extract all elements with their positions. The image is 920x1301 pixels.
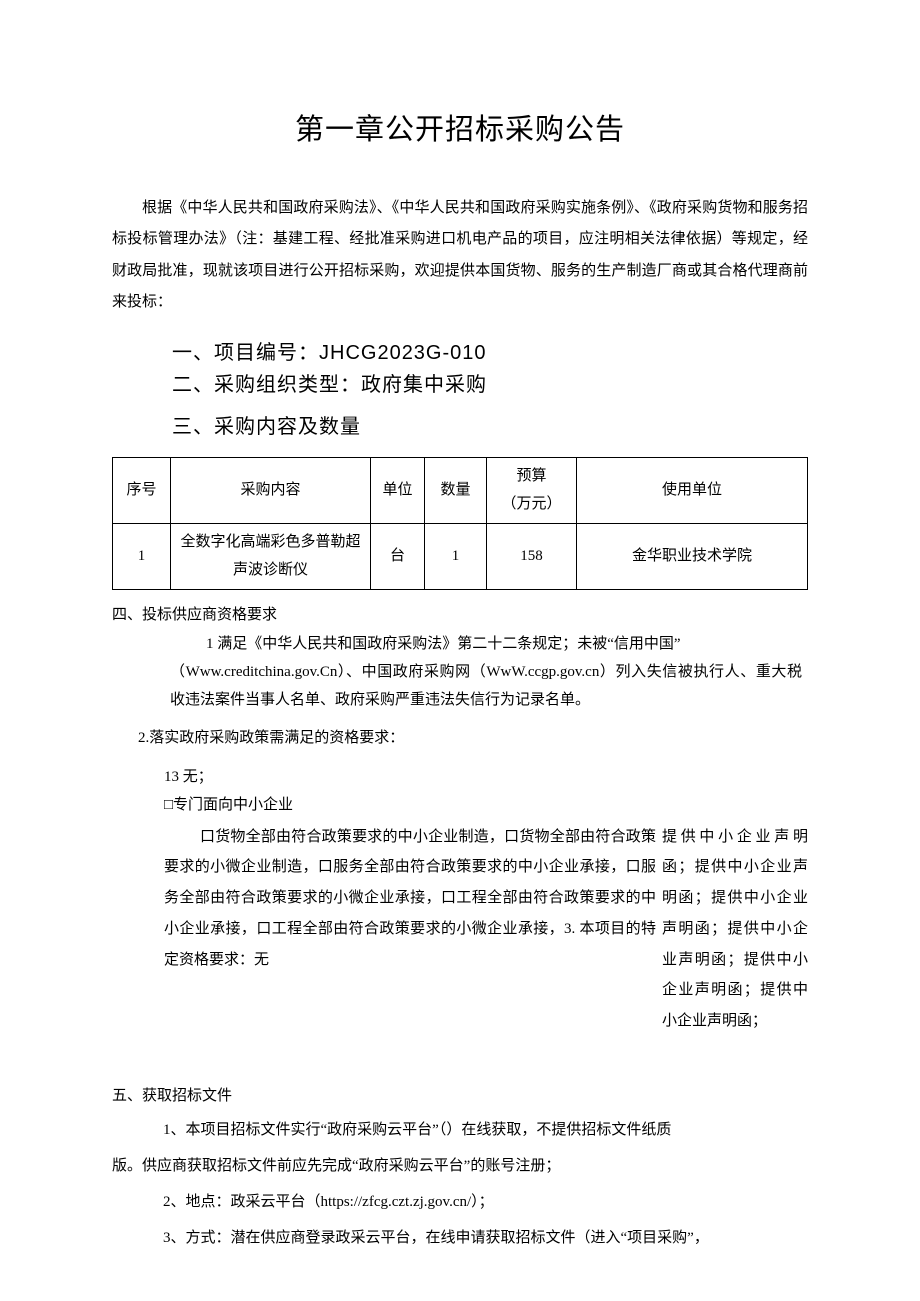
policy-right-column: 提供中小企业声明函；提供中小企业声明函；提供中小企业声明函；提供中小企业声明函；… [662, 822, 808, 1037]
section-4-heading: 四、投标供应商资格要求 [112, 600, 808, 632]
th-content: 采购内容 [171, 457, 371, 523]
requirement-1b: （Www.creditchina.gov.Cn）、中国政府采购网（WwW.ccg… [170, 659, 802, 715]
th-user-unit: 使用单位 [577, 457, 808, 523]
td-unit: 台 [371, 523, 425, 589]
sec5-item-2: 2、地点：政采云平台（https://zfcg.czt.zj.gov.cn/）； [112, 1184, 808, 1220]
th-seq: 序号 [113, 457, 171, 523]
section-1-heading: 一、项目编号：JHCG2023G-010 [172, 337, 808, 369]
intro-paragraph: 根据《中华人民共和国政府采购法》、《中华人民共和国政府采购实施条例》、《政府采购… [112, 193, 808, 319]
requirement-1a: 1 满足《中华人民共和国政府采购法》第二十二条规定；未被“信用中国” [170, 631, 802, 659]
th-budget: 预算 （万元） [487, 457, 577, 523]
td-budget: 158 [487, 523, 577, 589]
page-title: 第一章公开招标采购公告 [112, 100, 808, 161]
checkbox-sme: □专门面向中小企业 [164, 792, 808, 820]
checkbox-none: 13 无； [164, 764, 808, 792]
section-2-heading: 二、采购组织类型：政府集中采购 [172, 369, 808, 401]
sec5-item-1a: 1、本项目招标文件实行“政府采购云平台”（）在线获取，不提供招标文件纸质 [112, 1112, 808, 1148]
td-qty: 1 [425, 523, 487, 589]
table-header-row: 序号 采购内容 单位 数量 预算 （万元） 使用单位 [113, 457, 808, 523]
th-unit: 单位 [371, 457, 425, 523]
sec5-item-3: 3、方式：潜在供应商登录政采云平台，在线申请获取招标文件（进入“项目采购”， [112, 1220, 808, 1256]
section-3-heading: 三、采购内容及数量 [172, 411, 808, 443]
procurement-table: 序号 采购内容 单位 数量 预算 （万元） 使用单位 1 全数字化高端彩色多普勒… [112, 457, 808, 590]
td-seq: 1 [113, 523, 171, 589]
table-row: 1 全数字化高端彩色多普勒超声波诊断仪 台 1 158 金华职业技术学院 [113, 523, 808, 589]
section-5-heading: 五、获取招标文件 [112, 1081, 808, 1113]
th-qty: 数量 [425, 457, 487, 523]
policy-left-column: 口货物全部由符合政策要求的中小企业制造，口货物全部由符合政策要求的小微企业制造，… [164, 822, 656, 1037]
requirement-2: 2.落实政府采购政策需满足的资格要求： [138, 723, 808, 755]
td-user-unit: 金华职业技术学院 [577, 523, 808, 589]
sec5-item-1b: 版。供应商获取招标文件前应先完成“政府采购云平台”的账号注册； [112, 1148, 808, 1184]
td-content: 全数字化高端彩色多普勒超声波诊断仪 [171, 523, 371, 589]
